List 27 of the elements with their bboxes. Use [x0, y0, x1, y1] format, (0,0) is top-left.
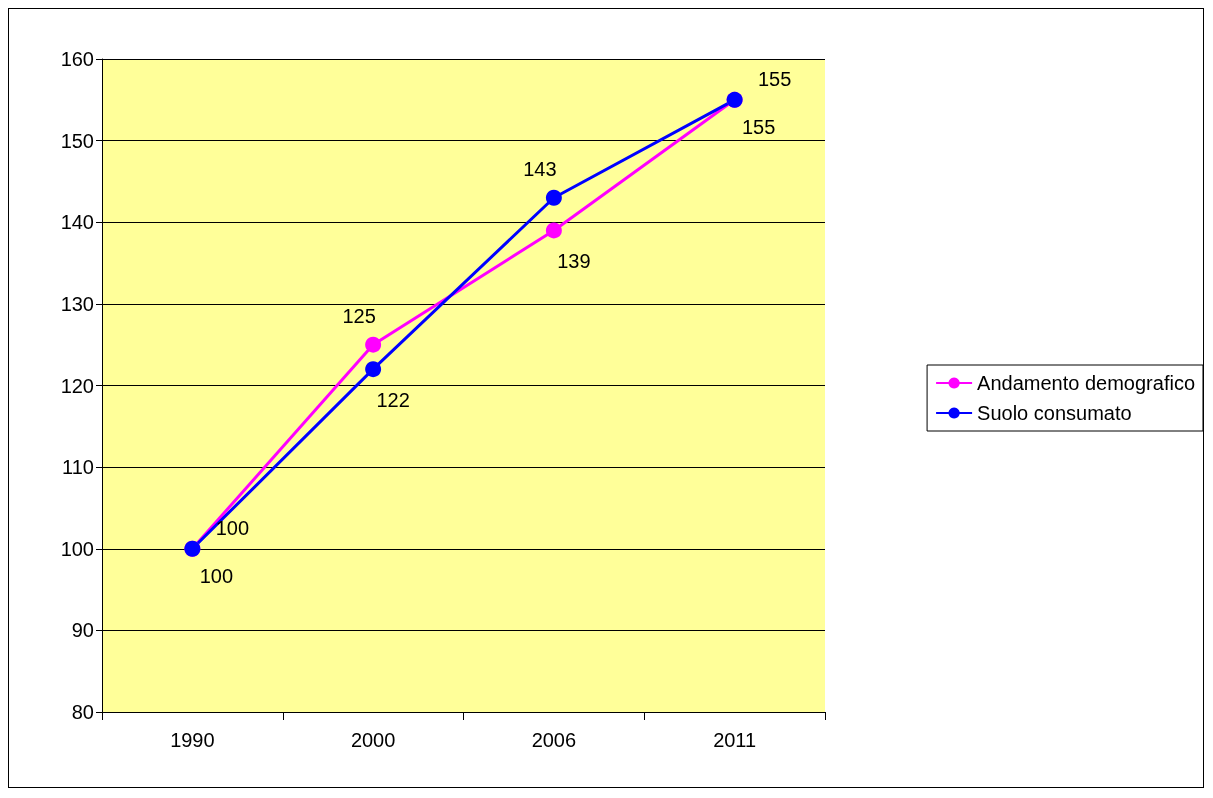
legend-label: Andamento demografico — [977, 372, 1196, 394]
y-tick-label: 80 — [71, 701, 94, 723]
data-label: 125 — [342, 304, 376, 327]
point — [545, 189, 562, 206]
point — [365, 361, 382, 378]
data-label: 143 — [523, 157, 557, 180]
y-tick-label: 130 — [60, 292, 94, 315]
point — [365, 336, 382, 353]
x-tick-label: 2000 — [350, 729, 396, 751]
y-tick-label: 140 — [60, 211, 94, 234]
data-label: 100 — [199, 564, 234, 587]
data-label: 100 — [215, 516, 250, 539]
y-tick-label: 120 — [60, 374, 94, 397]
data-label: 139 — [557, 250, 591, 273]
y-tick-label: 90 — [71, 619, 94, 642]
x-tick-label: 1990 — [170, 729, 215, 751]
legend-label: Suolo consumato — [977, 402, 1132, 424]
point — [545, 222, 562, 239]
y-tick-label: 150 — [60, 129, 94, 152]
y-tick-label: 100 — [60, 537, 94, 560]
x-tick-label: 2006 — [531, 729, 577, 751]
y-tick-label: 160 — [60, 48, 94, 70]
y-tick-label: 110 — [62, 456, 94, 479]
data-label: 122 — [376, 389, 410, 412]
data-label: 155 — [757, 67, 792, 90]
x-tick-label: 2011 — [713, 729, 757, 751]
data-label: 155 — [741, 115, 776, 138]
